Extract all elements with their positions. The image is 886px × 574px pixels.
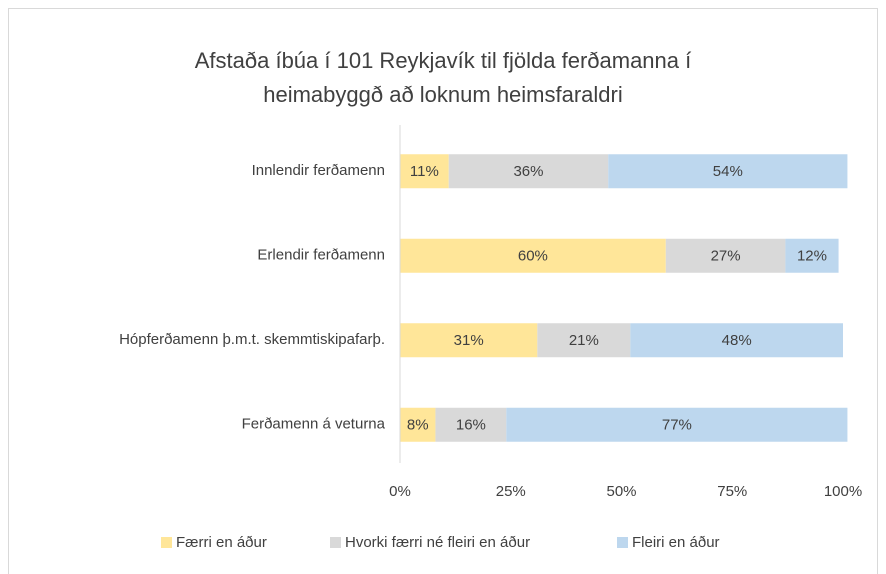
bar-segment [537,323,631,358]
data-label: 8% [407,417,429,434]
legend-label: Fleiri en áður [632,534,720,551]
bar-segment [400,407,436,442]
data-label: 48% [722,332,752,349]
chart-title: heimabyggð að loknum heimsfaraldri [263,82,623,107]
chart-border [8,8,878,574]
bar-segment [785,238,839,273]
x-tick-label: 0% [389,483,411,500]
x-tick-label: 25% [496,483,526,500]
legend-swatch [330,537,341,548]
legend-swatch [617,537,628,548]
legend-label: Færri en áður [176,534,267,551]
bar-segment [665,238,786,273]
data-label: 21% [569,332,599,349]
y-tick-label: Erlendir ferðamenn [257,247,385,264]
data-label: 31% [454,332,484,349]
data-label: 27% [711,248,741,265]
data-label: 36% [513,163,543,180]
x-tick-label: 100% [824,483,862,500]
bar-segment [630,323,843,358]
x-tick-label: 50% [606,483,636,500]
data-label: 77% [662,417,692,434]
data-label: 54% [713,163,743,180]
bar-segment [400,238,666,273]
bar-segment [608,154,848,189]
bar-segment [435,407,507,442]
x-tick-label: 75% [717,483,747,500]
data-label: 16% [456,417,486,434]
bar-segment [400,154,449,189]
bar-segment [506,407,848,442]
bar-segment [400,323,538,358]
data-label: 12% [797,248,827,265]
bar-segment [448,154,609,189]
y-tick-label: Ferðamenn á veturna [242,416,386,433]
y-tick-label: Innlendir ferðamenn [252,162,385,179]
data-label: 60% [518,248,548,265]
y-tick-label: Hópferðamenn þ.m.t. skemmtiskipafarþ. [119,331,385,348]
data-label: 11% [410,163,439,180]
legend-swatch [161,537,172,548]
legend-label: Hvorki færri né fleiri en áður [345,534,530,551]
chart-title: Afstaða íbúa í 101 Reykjavík til fjölda … [195,48,692,73]
